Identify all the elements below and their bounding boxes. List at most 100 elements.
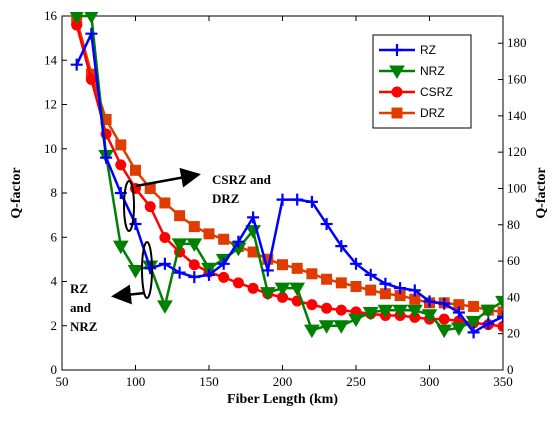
annotation-arrow-csrz-drz bbox=[135, 167, 201, 188]
x-tick-label: 150 bbox=[199, 374, 219, 389]
data-point-rz bbox=[497, 310, 503, 323]
data-point-rz bbox=[188, 271, 201, 284]
data-point-nrz bbox=[348, 313, 364, 328]
data-point-drz bbox=[130, 164, 141, 176]
data-point-rz bbox=[408, 284, 421, 297]
data-point-csrz bbox=[335, 304, 347, 316]
data-point-nrz bbox=[406, 304, 423, 319]
data-point-rz bbox=[70, 58, 83, 71]
data-point-nrz bbox=[289, 282, 306, 297]
y-axis-title-left: Q-factor bbox=[9, 167, 24, 218]
data-point-nrz bbox=[436, 324, 453, 339]
y-right-tick-label: 160 bbox=[507, 72, 527, 87]
y-right-tick-label: 120 bbox=[507, 144, 527, 159]
data-point-rz bbox=[379, 277, 392, 290]
data-point-csrz bbox=[247, 282, 259, 294]
data-point-nrz bbox=[304, 324, 320, 339]
data-point-nrz bbox=[112, 240, 129, 255]
x-tick-label: 350 bbox=[493, 374, 513, 389]
data-point-rz bbox=[350, 257, 362, 270]
data-point-drz bbox=[291, 262, 303, 274]
data-point-nrz bbox=[421, 309, 438, 323]
data-point-drz bbox=[203, 228, 215, 240]
y-left-tick-label: 8 bbox=[51, 185, 58, 200]
data-point-csrz bbox=[144, 201, 156, 213]
y-left-tick-label: 2 bbox=[51, 318, 58, 333]
data-point-nrz bbox=[362, 306, 379, 321]
data-point-rz bbox=[144, 262, 157, 275]
x-tick-label: 300 bbox=[420, 374, 440, 389]
data-point-drz bbox=[262, 253, 274, 265]
y-left-tick-label: 0 bbox=[51, 362, 58, 377]
data-point-drz bbox=[365, 284, 377, 296]
data-point-rz bbox=[482, 317, 495, 330]
data-point-csrz bbox=[497, 320, 503, 332]
data-point-rz bbox=[100, 151, 113, 164]
y-left-tick-label: 10 bbox=[44, 141, 57, 156]
y-left-tick-label: 14 bbox=[44, 52, 58, 67]
legend-marker bbox=[391, 44, 403, 56]
data-point-rz bbox=[291, 193, 304, 206]
data-point-drz bbox=[379, 288, 391, 300]
data-point-nrz bbox=[274, 282, 291, 297]
x-axis-title: Fiber Length (km) bbox=[227, 392, 338, 407]
x-tick-label: 50 bbox=[56, 374, 69, 389]
series-nrz bbox=[69, 12, 503, 339]
legend-item-nrz: NRZ bbox=[379, 64, 445, 79]
data-point-rz bbox=[158, 257, 171, 270]
data-point-drz bbox=[188, 221, 200, 233]
data-point-rz bbox=[423, 295, 436, 308]
data-point-nrz bbox=[333, 320, 350, 334]
y-right-tick-label: 180 bbox=[507, 35, 527, 50]
annotation-ellipse-csrz-drz bbox=[123, 180, 135, 232]
data-point-drz bbox=[350, 280, 362, 292]
series-rz bbox=[70, 27, 503, 339]
series-csrz bbox=[71, 19, 503, 332]
data-point-rz bbox=[394, 282, 407, 295]
data-point-nrz bbox=[377, 304, 394, 319]
legend-marker bbox=[391, 86, 403, 98]
data-point-nrz bbox=[480, 304, 497, 319]
data-point-drz bbox=[115, 139, 127, 151]
legend-item-csrz: CSRZ bbox=[379, 85, 453, 99]
data-point-rz bbox=[203, 268, 215, 281]
annotation-arrow-rz-nrz bbox=[111, 284, 146, 305]
data-point-csrz bbox=[306, 299, 318, 311]
data-point-csrz bbox=[321, 302, 333, 314]
data-point-drz bbox=[306, 268, 318, 280]
data-point-rz bbox=[173, 266, 186, 279]
legend-label: RZ bbox=[420, 43, 436, 57]
data-point-nrz bbox=[318, 320, 335, 334]
annotation-ellipse-rz-nrz bbox=[141, 241, 153, 299]
annotation-label-rz-nrz-line1: RZ bbox=[70, 281, 88, 296]
legend-marker bbox=[389, 65, 405, 79]
y-left-tick-label: 4 bbox=[51, 274, 58, 289]
y-left-tick-label: 12 bbox=[44, 97, 57, 112]
data-point-rz bbox=[467, 326, 480, 339]
y-right-tick-label: 80 bbox=[507, 217, 520, 232]
y-right-tick-label: 60 bbox=[507, 253, 520, 268]
data-point-rz bbox=[217, 257, 230, 270]
data-point-rz bbox=[247, 211, 260, 224]
data-point-rz bbox=[276, 193, 289, 206]
data-point-drz bbox=[468, 300, 480, 312]
data-point-drz bbox=[277, 259, 288, 271]
data-point-rz bbox=[305, 195, 318, 208]
data-point-nrz bbox=[127, 264, 144, 279]
data-point-drz bbox=[497, 306, 503, 318]
y-right-tick-label: 20 bbox=[507, 326, 520, 341]
legend-marker bbox=[391, 107, 403, 119]
data-point-rz bbox=[452, 306, 465, 319]
data-point-drz bbox=[159, 197, 171, 209]
data-point-nrz bbox=[186, 238, 203, 252]
legend-label: NRZ bbox=[420, 64, 445, 78]
legend-label: DRZ bbox=[420, 106, 445, 120]
data-point-csrz bbox=[232, 277, 244, 289]
annotation-label-rz-nrz-line3: NRZ bbox=[70, 319, 98, 334]
x-tick-label: 200 bbox=[273, 374, 293, 389]
data-point-rz bbox=[85, 27, 98, 40]
data-point-nrz bbox=[259, 287, 276, 301]
data-point-csrz bbox=[85, 74, 97, 86]
